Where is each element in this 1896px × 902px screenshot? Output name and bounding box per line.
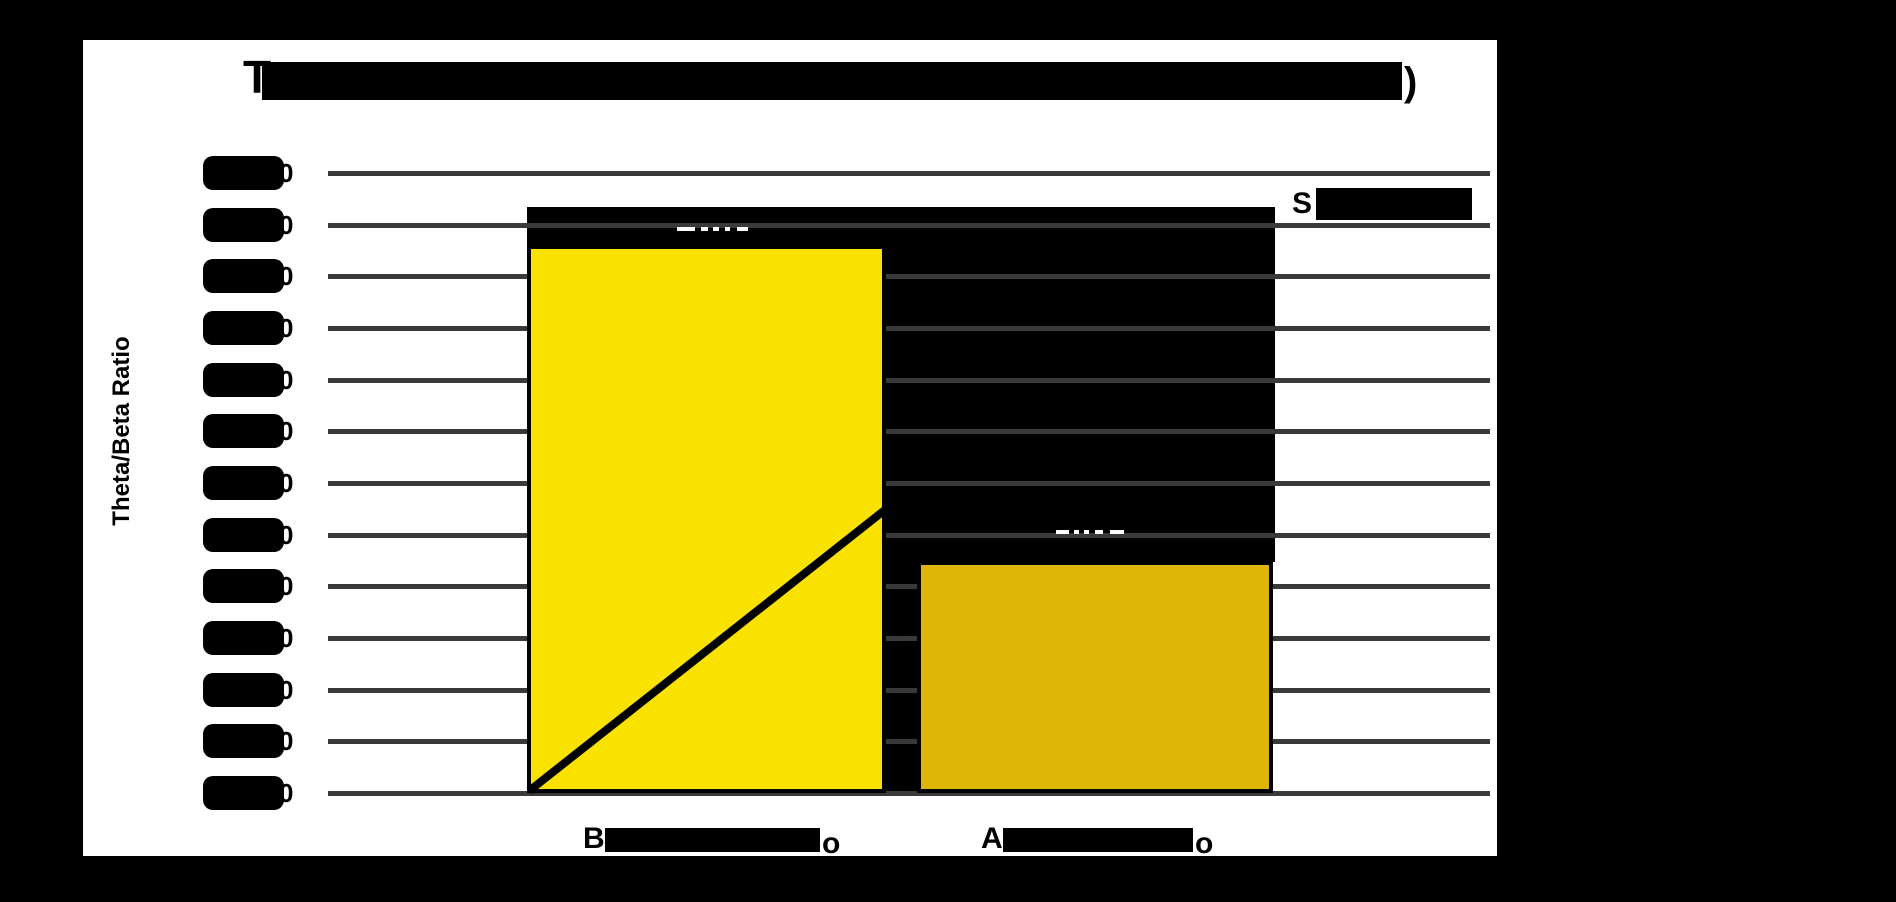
gridline (328, 223, 1490, 228)
y-tick-label-obscured-blob (203, 724, 284, 758)
y-tick-label-visible-zero: 0 (279, 571, 294, 601)
y-tick-label-visible-zero: 0 (279, 675, 294, 705)
y-tick-label-visible-zero: 0 (279, 158, 294, 188)
gridline (328, 739, 1490, 744)
gridline (328, 688, 1490, 693)
x-label-after-last-letter: o (1195, 827, 1214, 860)
bar-before (527, 245, 886, 793)
x-label-after-first-letter: A (981, 822, 1003, 855)
y-tick-label-visible-zero: 0 (279, 726, 294, 756)
y-tick-label-obscured-blob (203, 208, 284, 242)
bar2-value-remnant (1074, 530, 1079, 534)
y-tick-label-obscured-blob (203, 673, 284, 707)
gridline (328, 429, 1490, 434)
gridline (328, 171, 1490, 176)
y-axis-label: Theta/Beta Ratio (108, 336, 135, 526)
x-label-before-first-letter: B (583, 822, 605, 855)
y-tick-label-obscured-blob (203, 414, 284, 448)
gridline (328, 636, 1490, 641)
y-tick-label-visible-zero: 0 (279, 261, 294, 291)
y-tick-label-visible-zero: 0 (279, 468, 294, 498)
bar1-value-remnant (737, 227, 748, 231)
y-tick-label-visible-zero: 0 (279, 365, 294, 395)
y-tick-label-visible-zero: 0 (279, 520, 294, 550)
y-tick-label-obscured-blob (203, 621, 284, 655)
legend-label-first-letter: S (1292, 187, 1313, 220)
bar1-value-remnant (701, 227, 708, 231)
y-tick-label-visible-zero: 0 (279, 210, 294, 240)
y-tick-label-visible-zero: 0 (279, 623, 294, 653)
chart-title-paren-patch: ) (1402, 60, 1433, 104)
gridline (328, 378, 1490, 383)
bar-after (917, 561, 1273, 793)
gridline (328, 791, 1490, 796)
bar1-value-remnant (677, 227, 695, 231)
bar2-value-remnant (1084, 530, 1089, 534)
y-tick-label-obscured-blob (203, 569, 284, 603)
gridline (328, 481, 1490, 486)
gridline (328, 584, 1490, 589)
bar1-value-remnant (713, 227, 719, 231)
x-label-before-obscured-bar (605, 828, 820, 852)
gridline (328, 533, 1490, 538)
obscured-text-region (886, 207, 1275, 562)
y-tick-label-obscured-blob (203, 156, 284, 190)
y-tick-label-obscured-blob (203, 363, 284, 397)
x-label-before-last-letter: o (822, 827, 841, 860)
gridline (328, 274, 1490, 279)
bar2-value-remnant (1110, 530, 1124, 534)
chart-title-obscured-bar (262, 62, 1402, 100)
gridline (328, 326, 1490, 331)
bar1-value-remnant (725, 227, 730, 231)
y-tick-label-obscured-blob (203, 259, 284, 293)
y-tick-label-visible-zero: 0 (279, 416, 294, 446)
y-tick-label-obscured-blob (203, 311, 284, 345)
obscured-text-region (886, 207, 917, 793)
chart-title-last-char: ) (1404, 60, 1418, 104)
bar2-value-remnant (1095, 530, 1103, 534)
legend-label-obscured-bar (1316, 188, 1472, 220)
y-tick-label-obscured-blob (203, 518, 284, 552)
bar2-value-remnant (1056, 530, 1069, 534)
y-tick-label-visible-zero: 0 (279, 313, 294, 343)
y-tick-label-visible-zero: 0 (279, 778, 294, 808)
y-tick-label-obscured-blob (203, 466, 284, 500)
y-tick-label-obscured-blob (203, 776, 284, 810)
x-label-after-obscured-bar (1003, 828, 1193, 852)
